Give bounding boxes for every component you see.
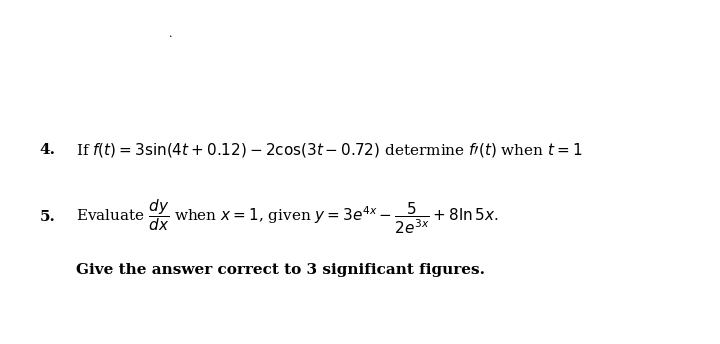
Text: 4.: 4. xyxy=(40,143,55,157)
Text: Give the answer correct to 3 significant figures.: Give the answer correct to 3 significant… xyxy=(76,263,485,277)
Text: 5.: 5. xyxy=(40,210,55,224)
Text: If $f(t) = 3\sin(4t + 0.12) - 2\cos(3t - 0.72)$ determine $f{\prime}(t)$ when $t: If $f(t) = 3\sin(4t + 0.12) - 2\cos(3t -… xyxy=(76,141,582,159)
Text: Evaluate $\dfrac{dy}{dx}$ when $x = 1$, given $y = 3e^{4x} - \dfrac{5}{2e^{3x}} : Evaluate $\dfrac{dy}{dx}$ when $x = 1$, … xyxy=(76,197,498,236)
Text: .: . xyxy=(169,29,172,40)
